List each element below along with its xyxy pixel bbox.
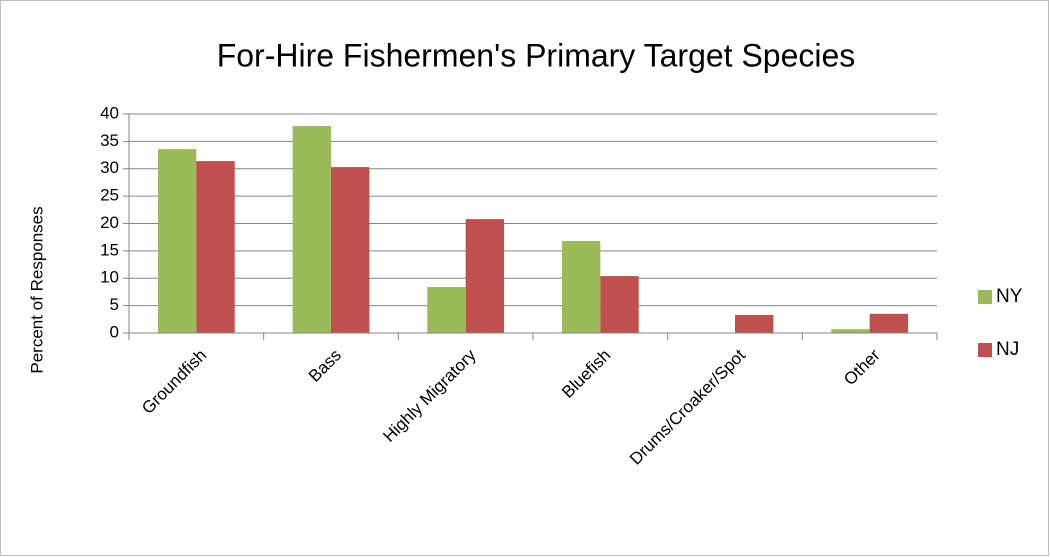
bar [831, 329, 870, 333]
y-tick-label: 30 [100, 158, 119, 177]
bar [600, 276, 639, 333]
chart-title: For-Hire Fishermen's Primary Target Spec… [217, 37, 856, 73]
bar [561, 241, 601, 333]
bar [465, 219, 505, 333]
y-tick-label: 40 [100, 103, 119, 122]
legend-swatch [978, 290, 992, 304]
y-tick-label: 35 [100, 131, 119, 150]
legend-label: NY [996, 286, 1023, 307]
bar [331, 167, 370, 333]
bar [196, 161, 235, 333]
legend-label: NJ [996, 339, 1019, 360]
y-tick-label: 25 [100, 186, 119, 205]
bar [735, 314, 774, 333]
y-tick-label: 5 [110, 295, 119, 314]
bar [292, 126, 331, 333]
y-tick-label: 15 [100, 240, 119, 259]
bar [869, 313, 909, 333]
bar [157, 149, 197, 333]
y-axis-label: Percent of Responses [27, 206, 46, 373]
y-tick-label: 10 [100, 268, 119, 287]
legend-swatch [978, 343, 992, 357]
y-tick-label: 20 [100, 213, 119, 232]
bar [427, 287, 466, 333]
y-tick-label: 0 [110, 322, 119, 341]
